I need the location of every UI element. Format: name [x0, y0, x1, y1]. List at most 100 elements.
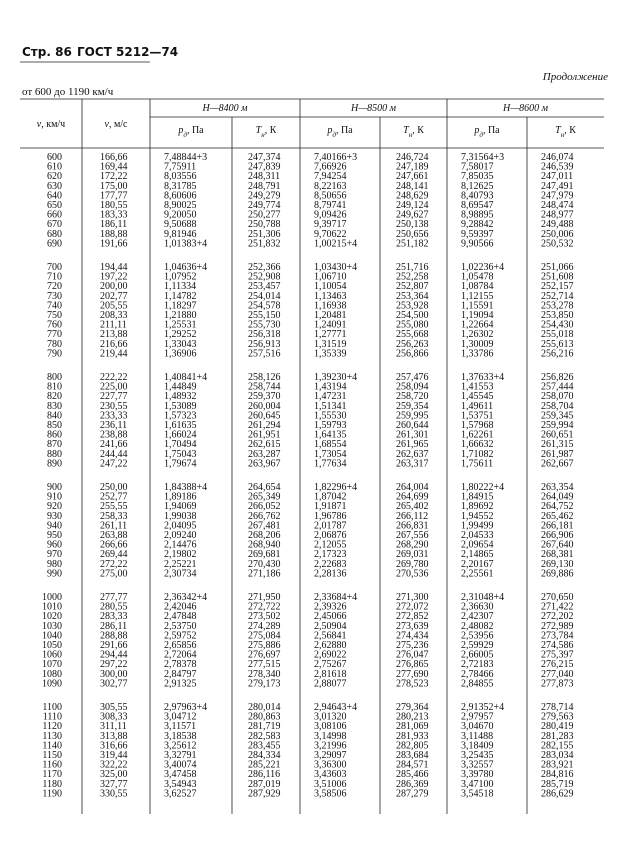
cell: 1,68554	[314, 439, 347, 450]
cell: 2,14476	[164, 540, 197, 551]
symbol: p	[177, 125, 183, 136]
cell: 1,96786	[314, 511, 347, 522]
subcolumn-header: pд, Па	[177, 125, 204, 139]
cell: 760	[47, 320, 62, 331]
cell: 860	[47, 430, 62, 441]
cell: 252,714	[541, 291, 574, 302]
cell: 600	[47, 152, 62, 163]
cell: 8,22163	[314, 181, 347, 192]
cell: 1,57968	[461, 420, 494, 431]
cell: 1160	[42, 760, 62, 771]
cell: 960	[47, 540, 62, 551]
subcolumn-header: Tн, К	[555, 125, 576, 139]
cell: 259,995	[396, 410, 429, 421]
cell: 1,59793	[314, 420, 347, 431]
cell: 2,36630	[461, 602, 494, 613]
cell: 1,94069	[164, 501, 197, 512]
cell: 1,71082	[461, 449, 494, 460]
cell: 250,006	[541, 229, 574, 240]
cell: 274,289	[248, 621, 281, 632]
cell: 1,29252	[164, 329, 197, 340]
cell: 302,77	[100, 678, 128, 689]
cell: 7,66926	[314, 162, 347, 173]
cell: 1,99499	[461, 520, 494, 531]
cell: 261,294	[248, 420, 281, 431]
cell: 800	[47, 372, 62, 383]
cell: 202,77	[100, 291, 128, 302]
cell: 7,40166+3	[314, 152, 357, 163]
cell: 9,81946	[164, 229, 197, 240]
cell: 269,780	[396, 559, 429, 570]
cell: 2,30734	[164, 568, 197, 579]
cell: 1,01383+4	[164, 238, 207, 249]
cell: 255,55	[100, 501, 128, 512]
cell: 251,182	[396, 238, 429, 249]
cell: 287,019	[248, 779, 281, 790]
cell: 252,157	[541, 281, 574, 292]
cell: 258,094	[396, 382, 429, 393]
cell: 268,381	[541, 549, 574, 560]
cell: 261,11	[100, 520, 127, 531]
cell: 263,88	[100, 530, 128, 541]
cell: 259,345	[541, 410, 574, 421]
cell: 940	[47, 520, 62, 531]
cell: 1,12155	[461, 291, 494, 302]
cell: 3,25612	[164, 740, 197, 751]
cell: 269,130	[541, 559, 574, 570]
cell: 740	[47, 300, 62, 311]
cell: 1,25531	[164, 320, 197, 331]
cell: 285,466	[396, 769, 429, 780]
cell: 1070	[42, 659, 62, 670]
cell: 1,21880	[164, 310, 197, 321]
cell: 254,578	[248, 300, 281, 311]
cell: 257,476	[396, 372, 429, 383]
subscript: д	[479, 131, 483, 139]
cell: 9,70622	[314, 229, 347, 240]
cell: 277,77	[100, 592, 128, 603]
cell: 205,55	[100, 300, 128, 311]
cell: 2,56841	[314, 630, 347, 641]
cell: 9,28842	[461, 219, 494, 230]
cell: 910	[47, 492, 62, 503]
subcolumn-header: Tн, К	[256, 125, 277, 139]
cell: 285,221	[248, 760, 281, 771]
cell: 1,33786	[461, 348, 494, 359]
cell: 253,928	[396, 300, 429, 311]
cell: 247,374	[248, 152, 281, 163]
subscript: д	[332, 131, 336, 139]
cell: 194,44	[100, 262, 128, 273]
cell: 2,36342+4	[164, 592, 207, 603]
cell: 9,20050	[164, 210, 197, 221]
cell: 253,364	[396, 291, 429, 302]
cell: 1,66024	[164, 430, 197, 441]
cell: 1,49611	[461, 401, 493, 412]
cell: 2,78466	[461, 669, 494, 680]
cell: 272,072	[396, 602, 429, 613]
cell: 1040	[42, 630, 62, 641]
cell: 1,70494	[164, 439, 197, 450]
cell: 1,40841+4	[164, 372, 207, 383]
column-header: v, м/с	[105, 119, 129, 130]
cell: 252,908	[248, 272, 281, 283]
symbol: T	[403, 125, 410, 136]
cell: 2,12055	[314, 540, 347, 551]
cell: 266,66	[100, 540, 128, 551]
cell: 1,08784	[461, 281, 494, 292]
cell: 261,987	[541, 449, 574, 460]
cell: 2,42046	[164, 602, 197, 613]
cell: 248,474	[541, 200, 574, 211]
cell: 1,31519	[314, 339, 347, 350]
cell: 1,07952	[164, 272, 197, 283]
cell: 208,33	[100, 310, 128, 321]
cell: 2,59752	[164, 630, 197, 641]
cell: 2,97963+4	[164, 702, 207, 713]
cell: 255,613	[541, 339, 574, 350]
cell: 281,719	[248, 721, 281, 732]
cell: 246,539	[541, 162, 574, 173]
cell: 2,20167	[461, 559, 494, 570]
cell: 269,031	[396, 549, 429, 560]
cell: 780	[47, 339, 62, 350]
cell: 252,77	[100, 492, 128, 503]
cell: 2,48082	[461, 621, 494, 632]
cell: 251,716	[396, 262, 429, 273]
